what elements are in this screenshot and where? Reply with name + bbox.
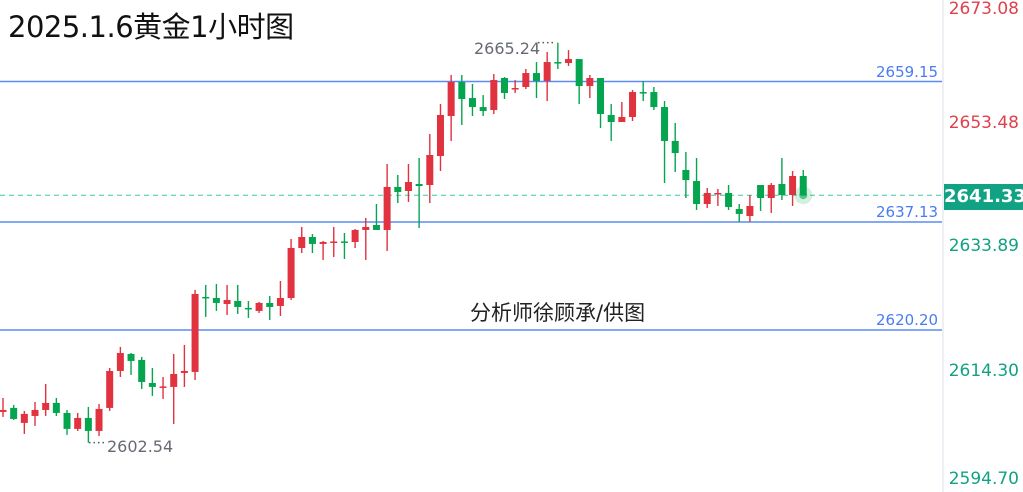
candle-down	[533, 73, 540, 82]
candle-down	[394, 186, 402, 193]
high-marker-label: 2665.24	[474, 39, 541, 58]
candle-down	[63, 412, 71, 429]
candle-down	[693, 180, 701, 205]
candle-up	[180, 370, 188, 373]
candle-down	[554, 62, 562, 64]
candle-up	[0, 409, 7, 412]
candle-up	[255, 302, 263, 311]
candle-up	[351, 229, 359, 242]
current-price-dot	[799, 191, 808, 200]
candle-down	[597, 78, 605, 114]
candle-up	[223, 299, 231, 304]
candle-down	[372, 224, 380, 230]
candle-up	[522, 73, 530, 87]
candle-up	[629, 92, 637, 117]
candle-up	[490, 80, 498, 111]
candle-up	[703, 192, 711, 205]
candle-up	[746, 205, 754, 217]
candle-down	[84, 417, 92, 431]
candle-down	[757, 184, 765, 199]
candle-up	[276, 297, 284, 306]
candle-up	[404, 181, 412, 191]
level-label: 2637.13	[876, 203, 939, 221]
candle-down	[202, 296, 210, 299]
candle-down	[127, 353, 135, 361]
y-tick-label: 2594.70	[948, 469, 1019, 489]
candle-down	[639, 92, 647, 94]
candle-down	[244, 307, 252, 310]
candle-up	[159, 386, 167, 388]
candle-down	[607, 115, 615, 123]
low-marker-label: 2602.54	[107, 437, 174, 456]
candle-down	[799, 176, 807, 196]
candle-up	[543, 62, 551, 82]
candle-up	[511, 88, 519, 90]
candle-down	[148, 382, 156, 387]
candle-up	[362, 226, 370, 230]
candle-down	[212, 297, 220, 303]
candle-down	[661, 107, 669, 141]
candle-up	[170, 373, 178, 387]
candle-down	[575, 59, 583, 87]
credit-text: 分析师徐顾承/供图	[470, 301, 646, 325]
candlestick-chart	[0, 41, 942, 444]
candle-down	[735, 208, 743, 214]
candle-up	[447, 82, 455, 117]
y-tick-label: 2614.30	[948, 361, 1019, 381]
candle-up	[426, 155, 434, 185]
candle-up	[287, 247, 295, 298]
candle-up	[20, 413, 28, 423]
candle-down	[340, 241, 348, 243]
candle-down	[415, 183, 423, 187]
candle-up	[767, 184, 775, 199]
candle-up	[31, 409, 39, 416]
current-price-badge: 2641.33	[944, 184, 1023, 210]
candle-up	[191, 293, 199, 372]
candle-up	[330, 241, 338, 243]
candle-up	[74, 417, 82, 429]
candle-down	[650, 92, 658, 108]
candle-up	[436, 115, 444, 157]
candle-up	[42, 402, 50, 410]
candle-up	[618, 116, 626, 123]
candle-up	[95, 408, 103, 431]
candle-down	[671, 140, 679, 154]
level-label: 2659.15	[876, 63, 939, 81]
candle-up	[116, 352, 124, 371]
candle-down	[138, 359, 146, 382]
candle-down	[479, 107, 487, 111]
candle-down	[778, 183, 786, 196]
candle-up	[586, 78, 594, 87]
candle-up	[565, 59, 573, 64]
chart-title: 2025.1.6黄金1小时图	[8, 10, 294, 44]
candle-down	[500, 78, 508, 93]
candle-down	[308, 236, 316, 244]
candle-up	[319, 241, 327, 244]
candle-down	[458, 82, 466, 99]
price-axis-divider	[942, 0, 944, 492]
candle-down	[468, 98, 476, 108]
candle-down	[234, 300, 242, 307]
candle-down	[10, 407, 18, 419]
candle-up	[106, 370, 114, 408]
y-tick-label: 2633.89	[948, 236, 1019, 256]
candle-down	[52, 402, 60, 413]
candle-up	[383, 186, 391, 230]
candle-up	[789, 176, 797, 196]
y-tick-label: 2673.08	[948, 0, 1019, 19]
y-tick-label: 2653.48	[948, 113, 1019, 133]
candle-down	[725, 192, 733, 208]
candle-down	[266, 302, 274, 307]
candle-down	[682, 170, 690, 181]
candle-up	[714, 192, 722, 195]
level-label: 2620.20	[876, 311, 939, 329]
candle-up	[298, 236, 306, 248]
